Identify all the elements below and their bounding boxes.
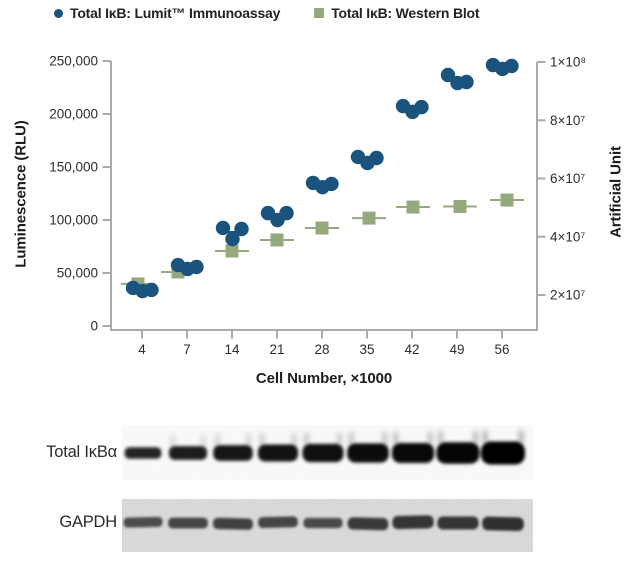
blot-smear bbox=[438, 431, 443, 445]
right-axis-title: Artificial Unit bbox=[607, 146, 625, 238]
left-axis-tick-label: 50,000 bbox=[57, 266, 98, 281]
blot-band bbox=[213, 517, 253, 530]
legend-item-western: Total IκB: Western Blot bbox=[314, 5, 480, 21]
x-axis-tick-label: 35 bbox=[359, 342, 374, 357]
blot-band bbox=[302, 443, 344, 463]
right-axis-tick-label: 2×10⁷ bbox=[550, 288, 585, 303]
blot-band bbox=[303, 517, 343, 529]
series-lumit-points bbox=[125, 57, 519, 299]
blot-smear bbox=[382, 432, 387, 446]
legend-label-lumit: Total IκB: Lumit™ Immunoassay bbox=[70, 5, 281, 21]
blot-smear bbox=[170, 435, 175, 449]
data-point-western bbox=[362, 211, 376, 225]
legend-item-lumit: Total IκB: Lumit™ Immunoassay bbox=[54, 5, 280, 21]
blot-smear bbox=[337, 432, 342, 446]
blot-band bbox=[168, 446, 208, 460]
blot-band bbox=[482, 516, 524, 531]
blot-band bbox=[258, 516, 298, 529]
data-point-lumit bbox=[225, 231, 240, 247]
x-axis-tick-label: 21 bbox=[269, 342, 284, 357]
x-axis-title: Cell Number, ×1000 bbox=[255, 370, 393, 387]
western-blot-image-gapdh bbox=[122, 499, 533, 552]
left-axis-tick-label: 150,000 bbox=[49, 160, 98, 175]
left-axis-tick-label: 100,000 bbox=[49, 213, 98, 228]
data-point-western bbox=[270, 233, 284, 247]
data-point-lumit bbox=[440, 67, 456, 83]
blot-band bbox=[436, 442, 480, 464]
x-axis-tick-label: 7 bbox=[183, 342, 191, 357]
x-axis-tick-label: 14 bbox=[224, 342, 240, 357]
left-axis-tick-label: 200,000 bbox=[49, 107, 98, 122]
x-axis-tick-label: 49 bbox=[449, 342, 464, 357]
data-point-lumit bbox=[369, 150, 384, 166]
legend-label-western: Total IκB: Western Blot bbox=[331, 5, 480, 21]
blot-smear bbox=[473, 431, 478, 445]
x-axis-tick-label: 4 bbox=[138, 342, 146, 357]
blot-bands bbox=[123, 515, 524, 531]
data-point-lumit bbox=[324, 176, 339, 192]
data-point-lumit bbox=[279, 205, 294, 221]
blot-smear bbox=[304, 432, 309, 446]
blot-smear bbox=[428, 431, 433, 445]
data-point-lumit bbox=[234, 221, 249, 237]
data-point-lumit bbox=[414, 99, 429, 115]
data-point-lumit bbox=[459, 74, 474, 90]
blot-smear bbox=[349, 432, 354, 446]
blot-smear bbox=[483, 430, 487, 444]
right-axis-tick-label: 8×10⁷ bbox=[550, 113, 585, 128]
blot-smear bbox=[215, 434, 220, 448]
blot-smear bbox=[393, 431, 398, 445]
data-point-lumit bbox=[189, 259, 204, 275]
circle-marker-icon bbox=[54, 8, 63, 18]
blot-smear bbox=[246, 434, 251, 448]
chart-legend: Total IκB: Lumit™ Immunoassay Total IκB:… bbox=[54, 5, 480, 21]
blot-band bbox=[391, 442, 435, 464]
data-point-lumit bbox=[144, 282, 159, 298]
western-blot-image-total-ikba bbox=[122, 425, 533, 480]
blot-label-gapdh: GAPDH bbox=[59, 513, 117, 531]
data-point-western bbox=[406, 200, 420, 214]
blot-band bbox=[392, 515, 434, 530]
blot-band bbox=[124, 447, 162, 459]
x-axis-tick-label: 56 bbox=[494, 342, 509, 357]
right-axis-tick-label: 6×10⁷ bbox=[550, 171, 585, 186]
blot-band bbox=[437, 516, 479, 530]
blot-label-total-ikba: Total IκBα bbox=[46, 443, 117, 461]
blot-smears bbox=[170, 430, 523, 449]
blot-band bbox=[257, 444, 299, 462]
left-axis-tick-label: 0 bbox=[90, 319, 98, 334]
right-axis-tick-label: 1×10⁸ bbox=[550, 55, 586, 70]
x-axis-tick-label: 28 bbox=[314, 342, 329, 357]
blot-smear bbox=[201, 435, 206, 449]
data-point-lumit bbox=[504, 58, 519, 74]
left-axis-title: Luminescence (RLU) bbox=[12, 120, 30, 268]
left-axis-tick-label: 250,000 bbox=[49, 54, 98, 69]
square-marker-icon bbox=[314, 8, 325, 18]
blot-band bbox=[168, 517, 208, 529]
blot-band bbox=[347, 443, 389, 463]
scatter-plot: 0 50,000 100,000 150,000 200,000 250,000 2×10⁷… bbox=[49, 54, 586, 357]
blot-band bbox=[123, 516, 163, 528]
blot-band bbox=[347, 517, 389, 531]
blot-smear bbox=[519, 430, 523, 444]
data-point-western bbox=[315, 221, 329, 235]
data-point-western bbox=[453, 199, 467, 213]
blot-smear bbox=[259, 433, 264, 447]
data-point-lumit bbox=[215, 220, 231, 236]
data-point-western bbox=[500, 193, 514, 207]
blot-bands bbox=[124, 441, 525, 465]
series-western-blot-points bbox=[121, 193, 524, 291]
right-axis-tick-label: 4×10⁷ bbox=[550, 229, 585, 244]
blot-band bbox=[481, 441, 525, 465]
data-point-western bbox=[225, 244, 239, 258]
blot-band bbox=[213, 445, 253, 461]
x-axis-tick-label: 42 bbox=[404, 342, 419, 357]
blot-smear bbox=[292, 433, 297, 447]
